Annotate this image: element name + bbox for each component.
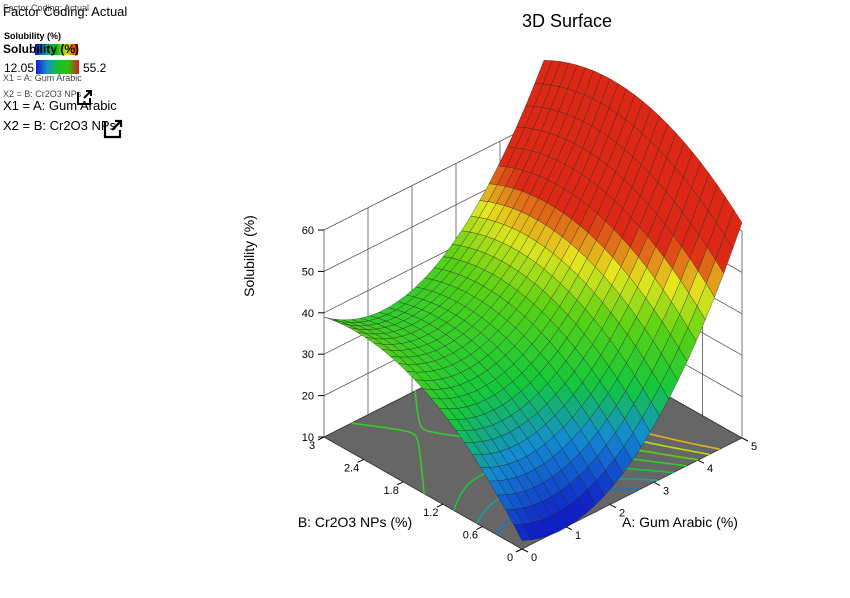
z-tick-label: 20	[302, 391, 314, 403]
x-tick-label: 2	[619, 508, 625, 520]
y-tick-label: 3	[309, 440, 315, 452]
x-tick	[653, 481, 661, 486]
z-tick-label: 50	[302, 266, 314, 278]
grid-line	[323, 118, 545, 231]
color-bar-min: 12.05	[4, 61, 35, 75]
x-tick-label: 4	[707, 463, 713, 475]
y-tick	[396, 481, 404, 486]
y-tick	[357, 458, 364, 463]
x-tick-label: 1	[575, 530, 581, 542]
y-tick-label: 2.4	[344, 462, 359, 474]
x-tick	[741, 437, 749, 442]
legend-panel: Factor Coding: Actual Factor Coding: Act…	[0, 0, 180, 150]
x-tick-label: 3	[663, 485, 669, 497]
factor-coding-small: Factor Coding: Actual	[3, 3, 90, 13]
y-tick-label: 1.8	[384, 485, 399, 497]
x-tick	[609, 504, 617, 509]
response-surface	[323, 60, 743, 541]
y-axis-label: B: Cr2O3 NPs (%)	[298, 514, 412, 530]
x-tick	[697, 459, 705, 464]
x2-label: X2 = B: Cr2O3 NPs	[3, 118, 117, 133]
z-tick-label: 60	[302, 225, 314, 237]
color-bar-small	[35, 44, 78, 55]
y-tick-label: 0	[507, 552, 513, 564]
chart-title: 3D Surface	[522, 11, 612, 31]
y-tick	[476, 526, 483, 531]
z-axis-label: Solubility (%)	[241, 215, 257, 297]
external-link-icon[interactable]	[76, 89, 93, 106]
x-tick	[521, 548, 529, 553]
x1-label: X1 = A: Gum Arabic	[3, 98, 117, 113]
y-tick	[436, 503, 444, 508]
z-tick-label: 40	[302, 308, 314, 320]
z-tick-label: 30	[302, 349, 314, 361]
external-link-icon[interactable]	[103, 119, 123, 139]
surface-patch	[513, 524, 532, 541]
y-tick-label: 0.6	[463, 530, 478, 542]
x-tick-label: 0	[531, 552, 537, 564]
color-bar-max: 55.2	[83, 61, 107, 75]
response-title: Solubility (%)	[4, 31, 61, 41]
response-title-large: Solubility (%)	[3, 42, 79, 56]
z-tick-label: 10	[302, 432, 314, 444]
factor-coding-label: Factor Coding: Actual	[3, 4, 128, 19]
y-tick	[515, 548, 523, 553]
x-axis-label: A: Gum Arabic (%)	[622, 514, 738, 530]
x-tick	[565, 526, 573, 531]
x2-label-small: X2 = B: Cr2O3 NPs	[3, 89, 82, 99]
x-tick-label: 5	[751, 441, 757, 453]
y-tick-label: 1.2	[423, 507, 438, 519]
x1-label-small: X1 = A: Gum Arabic	[3, 73, 82, 83]
color-bar	[36, 60, 79, 74]
